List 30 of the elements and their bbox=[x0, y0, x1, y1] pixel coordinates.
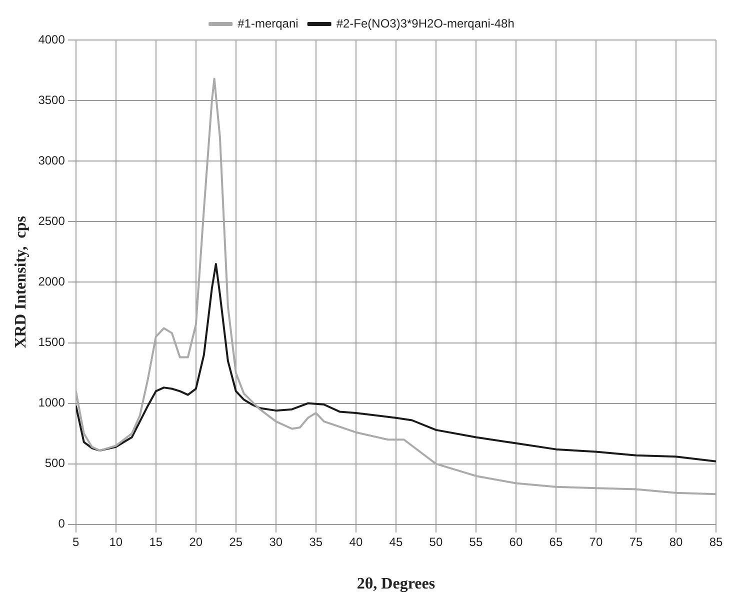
legend-label: #2-Fe(NO3)3*9H2O-merqani-48h bbox=[336, 16, 514, 30]
y-tick-label: 3000 bbox=[38, 153, 66, 168]
x-tick-label: 10 bbox=[109, 534, 123, 549]
y-tick-label: 3500 bbox=[38, 92, 66, 107]
x-tick-label: 25 bbox=[229, 534, 243, 549]
x-tick-label: 60 bbox=[509, 534, 523, 549]
y-tick-label: 1000 bbox=[38, 396, 66, 410]
x-tick-label: 15 bbox=[149, 534, 163, 549]
y-tick-label: 4000 bbox=[38, 32, 66, 46]
y-tick-label: 0 bbox=[58, 516, 66, 531]
x-tick-label: 75 bbox=[629, 534, 643, 549]
x-tick-label: 35 bbox=[309, 534, 323, 549]
x-tick-label: 5 bbox=[72, 534, 80, 549]
x-tick-label: 30 bbox=[269, 534, 283, 549]
x-tick-label: 50 bbox=[429, 534, 443, 549]
legend-label: #1-merqani bbox=[238, 16, 298, 30]
x-tick-label: 85 bbox=[709, 534, 723, 549]
y-axis-title: XRD Intensity, cps bbox=[12, 216, 30, 348]
x-tick-label: 20 bbox=[189, 534, 203, 549]
x-tick-label: 45 bbox=[389, 534, 403, 549]
y-tick-label: 1500 bbox=[38, 335, 66, 350]
y-tick-label: 500 bbox=[44, 456, 66, 470]
y-tick-label: 2500 bbox=[38, 214, 66, 228]
x-tick-label: 65 bbox=[549, 534, 563, 549]
x-tick-label: 70 bbox=[589, 534, 603, 549]
x-tick-label: 80 bbox=[669, 534, 683, 549]
x-tick-label: 40 bbox=[349, 534, 363, 549]
x-axis-title: 2θ, Degrees bbox=[356, 576, 436, 593]
x-tick-label: 55 bbox=[469, 534, 483, 549]
y-tick-label: 2000 bbox=[38, 274, 66, 289]
